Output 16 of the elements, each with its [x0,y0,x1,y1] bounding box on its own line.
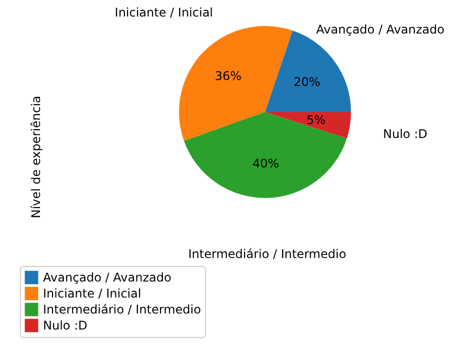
pie-slice [184,112,347,198]
slice-label: Iniciante / Inicial [114,5,213,20]
slice-label: Avançado / Avanzado [316,22,444,36]
pie-slice [179,26,293,141]
text: Nível de experiência [29,96,43,218]
data-label: 40% [252,156,280,171]
data-label: 36% [214,68,242,83]
legend-label: Nulo :D [43,318,88,332]
data-label: 5% [306,112,326,127]
slice-label: Intermediário / Intermedio [188,246,346,261]
pie-slice [265,112,351,138]
slice-label: Nulo :D [383,126,428,141]
legend-label: Intermediário / Intermedio [43,302,201,316]
data-label: 20% [294,74,320,89]
legend-label: Iniciante / Inicial [43,286,142,300]
legend-label: Avançado / Avanzado [43,270,172,284]
